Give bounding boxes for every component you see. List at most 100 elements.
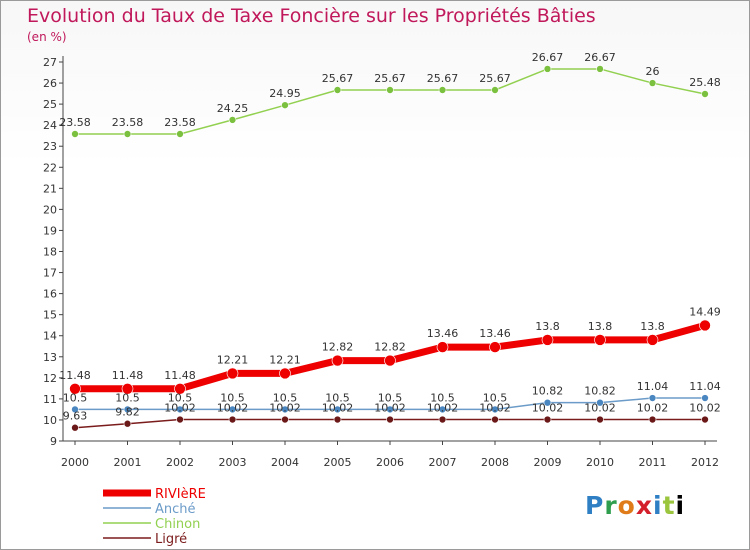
data-label: 12.82 bbox=[374, 341, 406, 354]
data-label: 26.67 bbox=[584, 51, 616, 64]
data-point bbox=[596, 415, 604, 424]
y-tick-label: 17 bbox=[43, 267, 57, 280]
logo-letter: x bbox=[635, 491, 653, 520]
x-tick-label: 2001 bbox=[114, 456, 142, 469]
data-label: 23.58 bbox=[164, 116, 196, 129]
data-label: 10.02 bbox=[374, 402, 406, 415]
data-point bbox=[646, 334, 659, 346]
x-tick-label: 2009 bbox=[534, 456, 562, 469]
data-label: 11.48 bbox=[59, 369, 91, 382]
data-label: 10.02 bbox=[689, 402, 721, 415]
data-point bbox=[596, 65, 604, 73]
data-label: 25.67 bbox=[374, 72, 406, 85]
x-tick-label: 2008 bbox=[481, 456, 509, 469]
data-point bbox=[228, 405, 237, 414]
y-tick-label: 23 bbox=[43, 140, 57, 153]
data-point bbox=[123, 130, 132, 138]
y-tick-label: 13 bbox=[43, 351, 57, 364]
data-point bbox=[438, 405, 447, 414]
data-label: 12.21 bbox=[217, 353, 249, 366]
data-label: 13.46 bbox=[479, 327, 511, 340]
x-tick-label: 2003 bbox=[219, 456, 247, 469]
data-point bbox=[594, 334, 606, 346]
unit-label: (en %) bbox=[27, 30, 67, 44]
data-label: 11.48 bbox=[164, 369, 196, 382]
data-point bbox=[174, 382, 186, 395]
data-point bbox=[543, 65, 552, 73]
data-label: 10.82 bbox=[584, 385, 616, 398]
logo-letter: i bbox=[653, 491, 663, 520]
x-tick-label: 2007 bbox=[429, 456, 457, 469]
logo-letter: o bbox=[617, 491, 636, 520]
data-label: 11.04 bbox=[637, 380, 669, 393]
y-tick-label: 15 bbox=[43, 309, 57, 322]
data-point bbox=[333, 86, 342, 94]
y-tick-label: 24 bbox=[43, 119, 57, 132]
data-point bbox=[279, 367, 291, 380]
data-label: 10.02 bbox=[532, 402, 564, 415]
data-label: 10.02 bbox=[269, 402, 301, 415]
data-label: 10.02 bbox=[584, 402, 616, 415]
data-label: 25.67 bbox=[427, 72, 459, 85]
data-label: 25.67 bbox=[479, 72, 511, 85]
data-label: 10.5 bbox=[378, 391, 403, 404]
data-point bbox=[701, 90, 709, 98]
data-point bbox=[386, 86, 394, 94]
y-tick-label: 10 bbox=[43, 414, 57, 427]
data-label: 11.04 bbox=[689, 380, 721, 393]
data-point bbox=[648, 79, 657, 87]
x-tick-label: 2005 bbox=[324, 456, 352, 469]
y-tick-label: 20 bbox=[43, 203, 57, 216]
data-point bbox=[176, 415, 184, 424]
x-tick-label: 2012 bbox=[691, 456, 719, 469]
data-point bbox=[281, 101, 289, 109]
data-label: 26 bbox=[646, 65, 660, 78]
legend-label: Ligré bbox=[155, 532, 187, 547]
data-label: 25.67 bbox=[322, 72, 354, 85]
data-label: 11.48 bbox=[112, 369, 144, 382]
data-label: 23.58 bbox=[59, 116, 91, 129]
data-label: 10.5 bbox=[325, 391, 350, 404]
data-point bbox=[123, 405, 132, 414]
data-point bbox=[436, 341, 449, 353]
data-label: 10.5 bbox=[483, 391, 508, 404]
data-point bbox=[543, 415, 552, 424]
data-label: 10.5 bbox=[430, 391, 455, 404]
data-point bbox=[491, 86, 499, 94]
data-point bbox=[281, 405, 289, 414]
data-label: 10.02 bbox=[479, 402, 511, 415]
data-label: 10.02 bbox=[637, 402, 669, 415]
data-label: 10.5 bbox=[273, 391, 298, 404]
data-label: 12.21 bbox=[269, 353, 301, 366]
data-point bbox=[491, 405, 499, 414]
data-label: 23.58 bbox=[112, 116, 144, 129]
data-point bbox=[228, 415, 237, 424]
data-label: 9.82 bbox=[115, 406, 140, 419]
logo-letter: r bbox=[604, 491, 618, 520]
data-label: 10.5 bbox=[168, 391, 193, 404]
y-tick-label: 21 bbox=[43, 182, 57, 195]
y-tick-label: 11 bbox=[43, 393, 57, 406]
y-tick-label: 9 bbox=[50, 435, 57, 448]
data-point bbox=[596, 398, 604, 407]
data-label: 10.02 bbox=[322, 402, 354, 415]
data-label: 10.82 bbox=[532, 385, 564, 398]
data-point bbox=[71, 130, 79, 138]
data-point bbox=[386, 415, 394, 424]
data-point bbox=[228, 116, 237, 124]
data-point bbox=[333, 405, 342, 414]
x-tick-label: 2010 bbox=[586, 456, 614, 469]
x-tick-label: 2004 bbox=[271, 456, 299, 469]
y-tick-label: 18 bbox=[43, 246, 57, 259]
data-point bbox=[331, 354, 344, 367]
data-point bbox=[701, 415, 709, 424]
data-label: 24.25 bbox=[217, 102, 249, 115]
legend-label: Chinon bbox=[155, 517, 200, 532]
data-point bbox=[438, 415, 447, 424]
data-label: 10.02 bbox=[427, 402, 459, 415]
data-point bbox=[176, 405, 184, 414]
data-point bbox=[699, 319, 711, 332]
data-point bbox=[438, 86, 447, 94]
y-tick-label: 22 bbox=[43, 161, 57, 174]
